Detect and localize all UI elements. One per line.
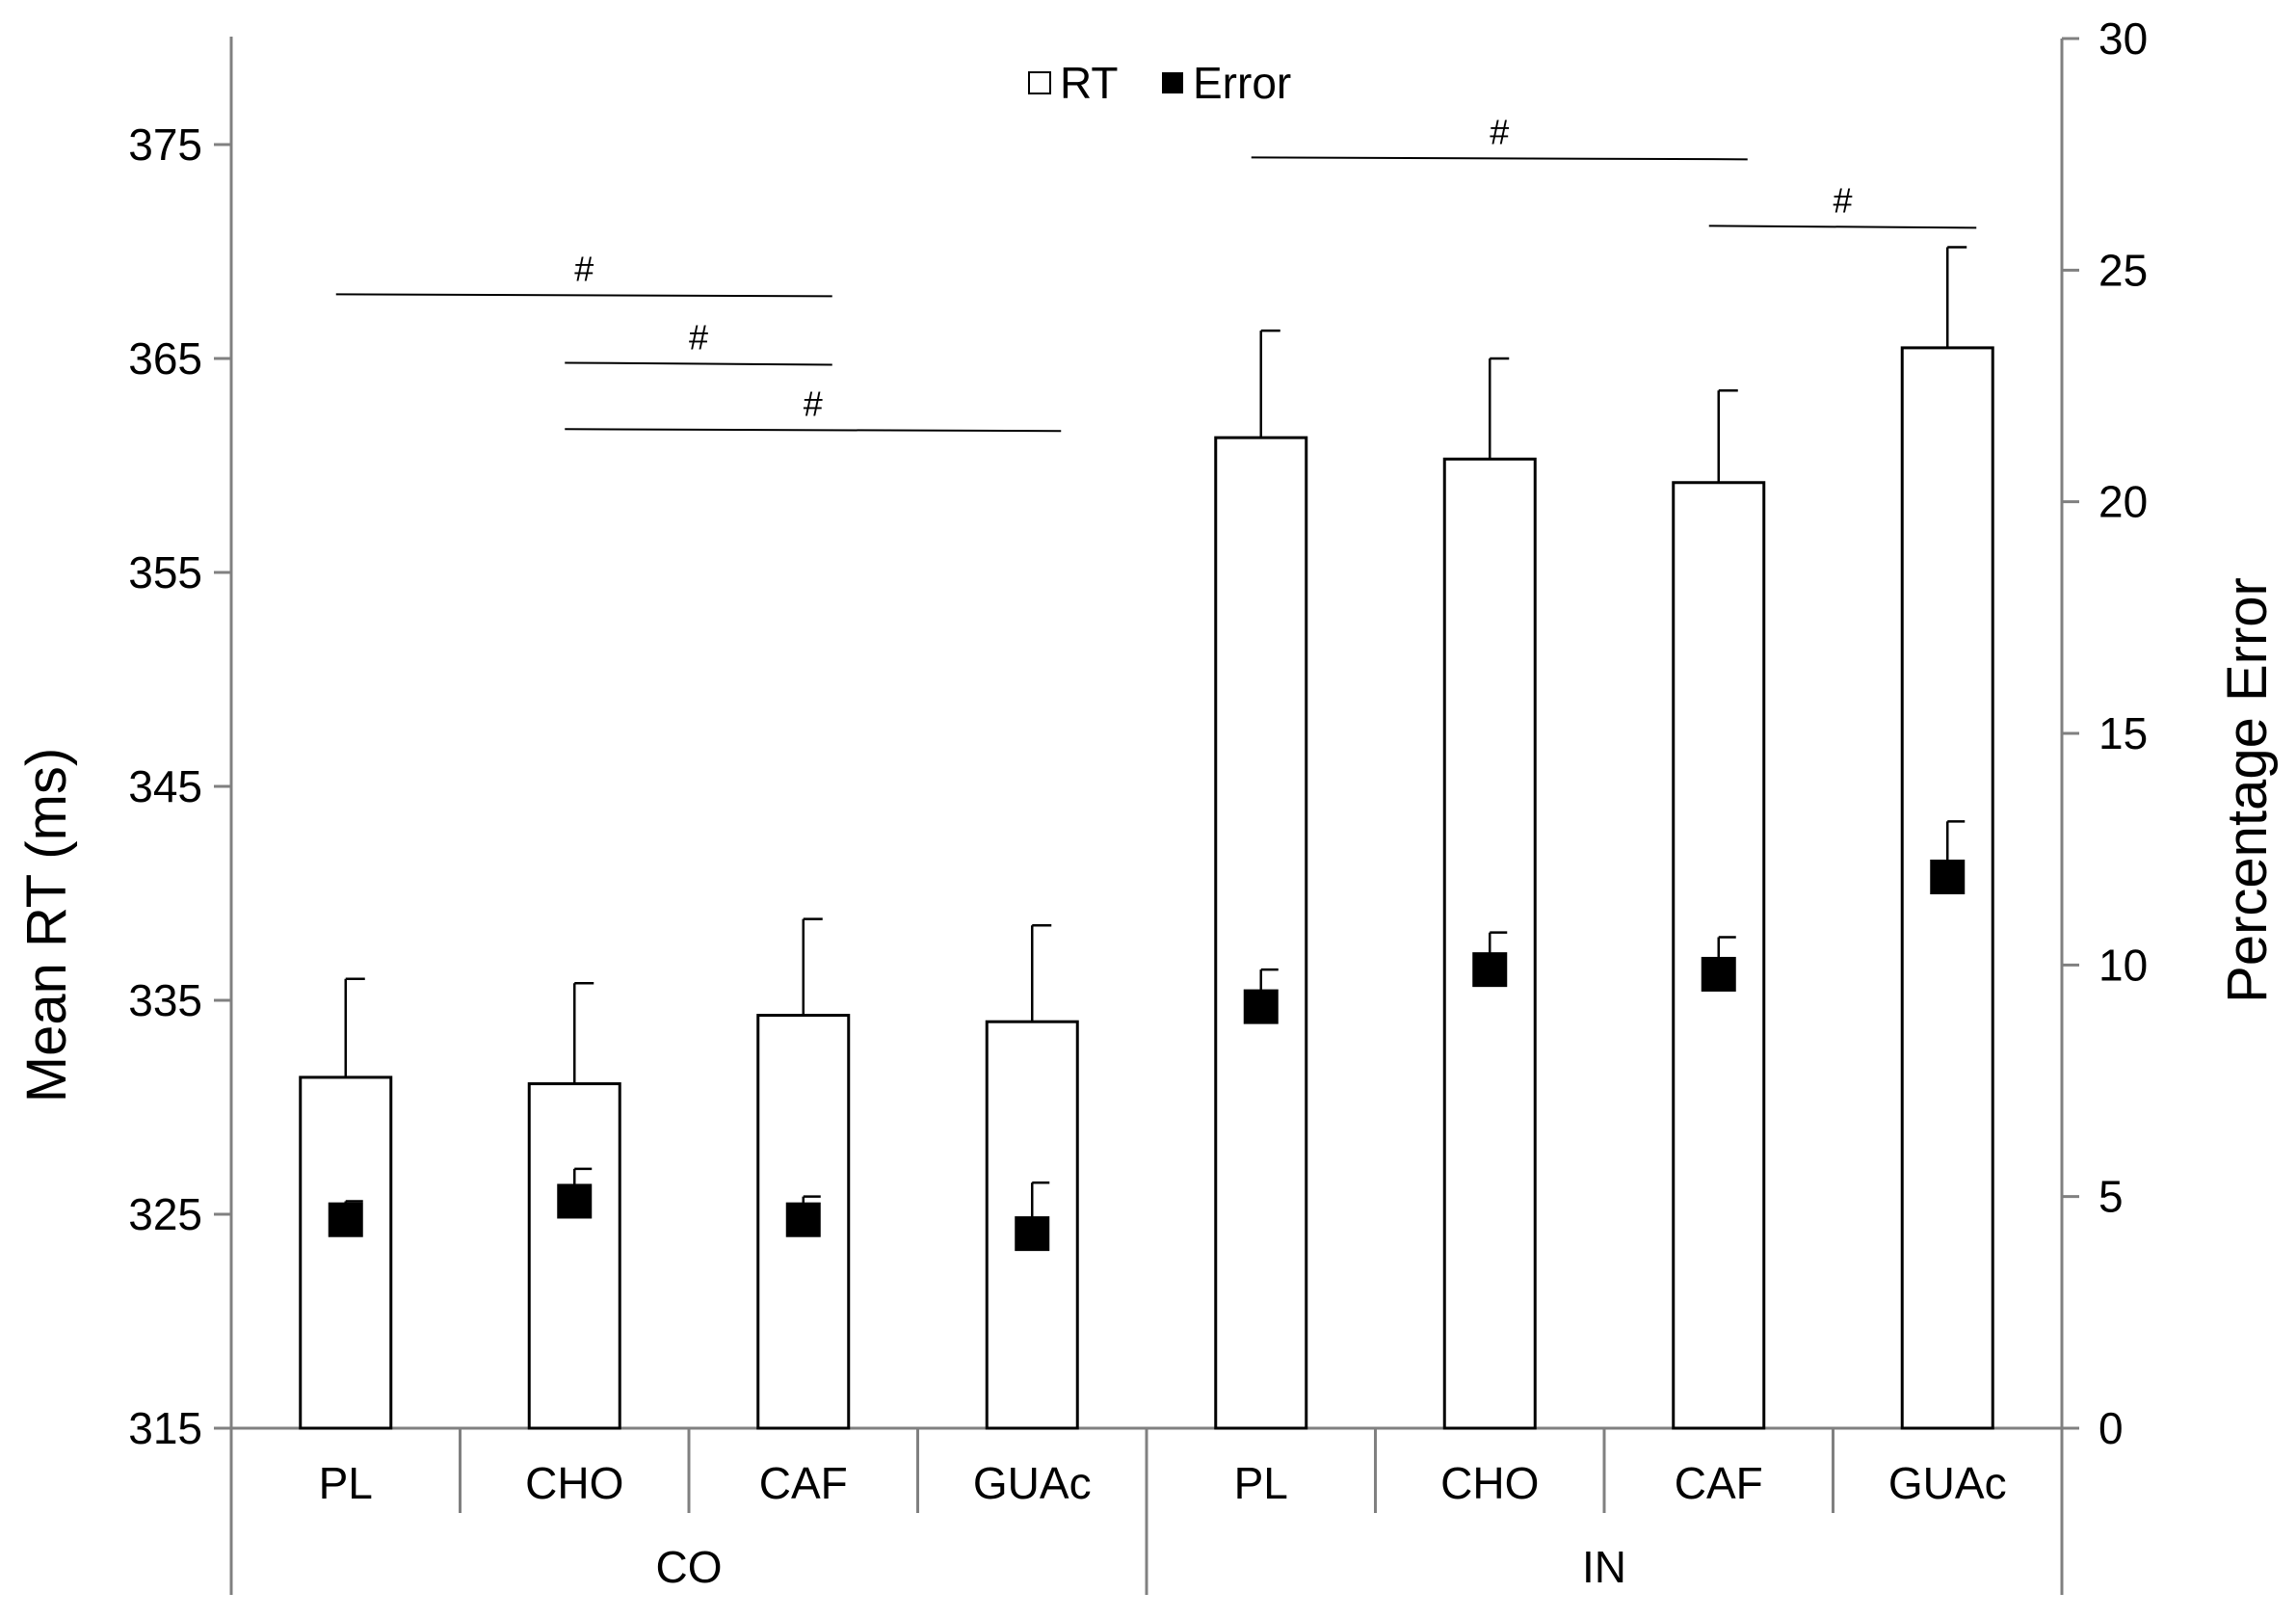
significance-line bbox=[565, 428, 1062, 433]
significance-label: # bbox=[574, 249, 594, 288]
x-category-label: PL bbox=[319, 1458, 373, 1508]
x-group-label: IN bbox=[1582, 1542, 1626, 1592]
error-markers bbox=[328, 820, 1966, 1252]
significance-brackets: # # # # # bbox=[335, 112, 1977, 433]
error-marker bbox=[1472, 952, 1508, 988]
significance-line bbox=[1708, 225, 1977, 229]
y-tick-label: 325 bbox=[128, 1189, 202, 1239]
y-tick-label: 375 bbox=[128, 119, 202, 170]
significance-label: # bbox=[1490, 112, 1509, 151]
x-category-label: CAF bbox=[759, 1458, 848, 1508]
significance-line bbox=[335, 293, 832, 298]
axes: 315 325 335 345 355 365 375 0 5 10 15 20 25 30 PL CHO CA… bbox=[128, 13, 2148, 1595]
legend-rt-label: RT bbox=[1060, 58, 1119, 108]
x-category-label: CAF bbox=[1675, 1458, 1763, 1508]
legend-error-swatch bbox=[1162, 72, 1183, 93]
legend-error-label: Error bbox=[1193, 58, 1291, 108]
y2-tick-label: 30 bbox=[2098, 13, 2148, 64]
y2-tick-label: 10 bbox=[2098, 940, 2148, 990]
significance-label: # bbox=[804, 384, 823, 423]
y2-tick-label: 25 bbox=[2098, 245, 2148, 295]
rt-bar bbox=[1442, 457, 1537, 1430]
error-marker bbox=[557, 1183, 593, 1219]
error-marker bbox=[328, 1202, 363, 1237]
y2-tick-label: 0 bbox=[2098, 1403, 2124, 1453]
x-category-label: GUAc bbox=[973, 1458, 1092, 1508]
significance-line bbox=[1251, 156, 1748, 161]
x-category-label: PL bbox=[1234, 1458, 1288, 1508]
rt-bar bbox=[527, 1082, 621, 1430]
y-tick-label: 355 bbox=[128, 547, 202, 597]
error-marker bbox=[785, 1202, 821, 1237]
y-tick-label: 335 bbox=[128, 975, 202, 1025]
legend: RT Error bbox=[1028, 58, 1291, 108]
x-category-label: CHO bbox=[1440, 1458, 1539, 1508]
rt-bar bbox=[1214, 436, 1308, 1430]
y-tick-label: 345 bbox=[128, 761, 202, 811]
error-marker bbox=[1930, 860, 1966, 895]
significance-line bbox=[565, 361, 832, 366]
error-marker bbox=[1701, 956, 1736, 992]
y2-tick-label: 20 bbox=[2098, 477, 2148, 527]
y2-axis-title: Percentage Error bbox=[2216, 577, 2279, 1003]
error-marker bbox=[1243, 989, 1279, 1024]
y-tick-label: 365 bbox=[128, 333, 202, 384]
x-category-label: GUAc bbox=[1888, 1458, 2007, 1508]
rt-bar bbox=[299, 1075, 393, 1430]
legend-rt-swatch bbox=[1028, 71, 1051, 94]
y-axis-title: Mean RT (ms) bbox=[15, 748, 78, 1102]
x-group-label: CO bbox=[656, 1542, 723, 1592]
y2-tick-label: 15 bbox=[2098, 708, 2148, 758]
y-tick-label: 315 bbox=[128, 1403, 202, 1453]
x-category-label: CHO bbox=[525, 1458, 623, 1508]
significance-label: # bbox=[689, 317, 708, 357]
error-marker bbox=[1015, 1216, 1050, 1252]
rt-bars bbox=[299, 246, 1994, 1430]
significance-label: # bbox=[1833, 180, 1852, 220]
y2-tick-label: 5 bbox=[2098, 1172, 2124, 1222]
